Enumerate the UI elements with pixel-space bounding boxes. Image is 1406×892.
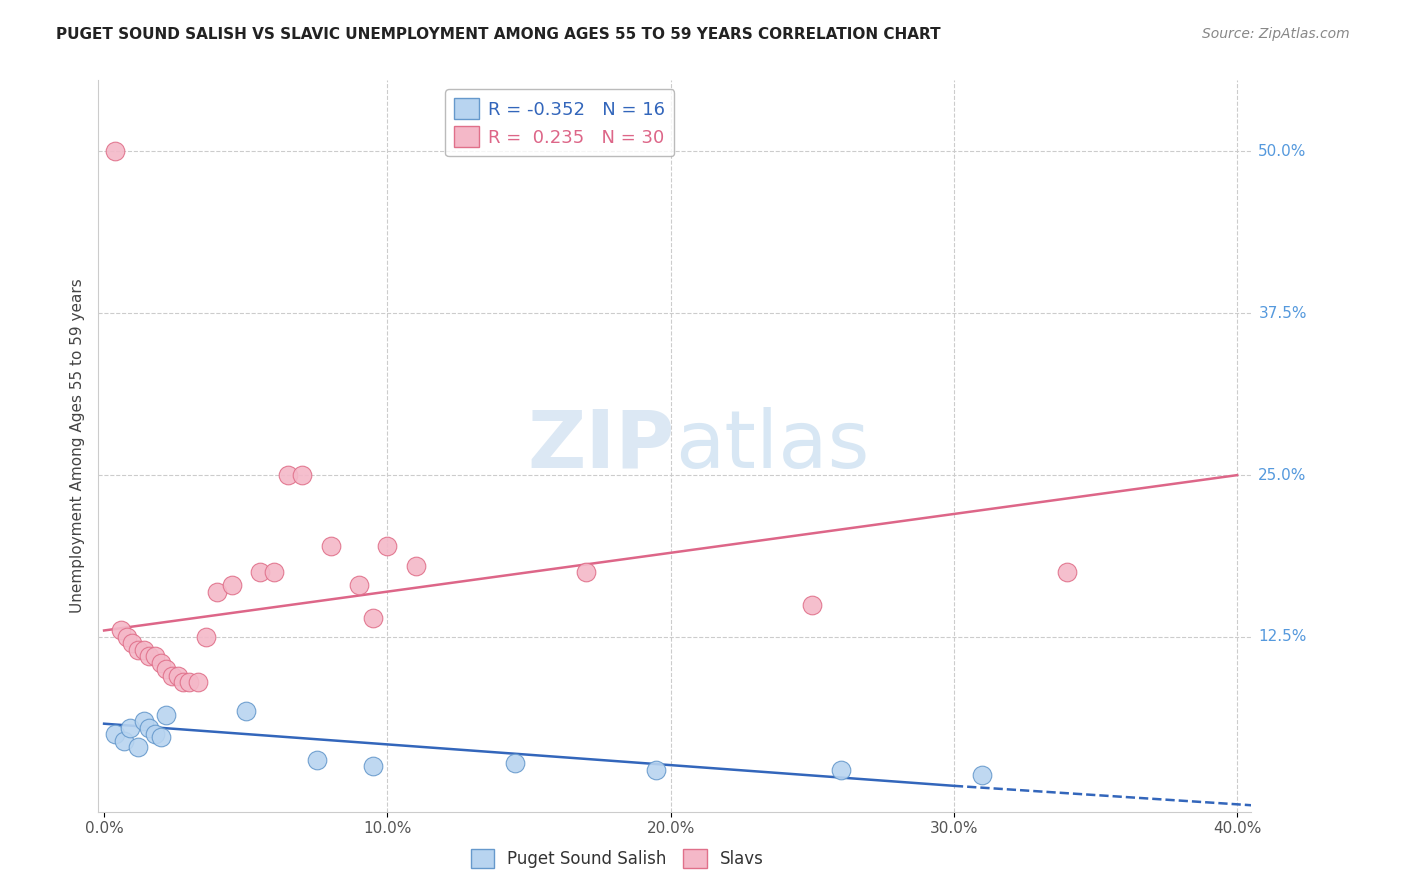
Point [1056, 566, 1078, 580]
Point [138, 649, 160, 664]
Point [172, 675, 194, 690]
Text: atlas: atlas [675, 407, 869, 485]
Point [263, 566, 285, 580]
Point [155, 707, 177, 722]
Point [160, 669, 183, 683]
Point [195, 630, 218, 644]
Point [291, 468, 314, 483]
Point [801, 598, 824, 612]
Point [143, 649, 166, 664]
Point [361, 759, 384, 773]
Point [132, 643, 155, 657]
Point [377, 539, 399, 553]
Point [187, 675, 209, 690]
Point [132, 714, 155, 728]
Point [207, 584, 229, 599]
Point [177, 675, 200, 690]
Point [138, 721, 160, 735]
Point [305, 753, 328, 767]
Point [405, 558, 427, 573]
Y-axis label: Unemployment Among Ages 55 to 59 years: Unemployment Among Ages 55 to 59 years [70, 278, 86, 614]
Text: ZIP: ZIP [527, 407, 675, 485]
Text: Source: ZipAtlas.com: Source: ZipAtlas.com [1202, 27, 1350, 41]
Point [166, 669, 188, 683]
Point [319, 539, 342, 553]
Point [235, 704, 257, 718]
Text: PUGET SOUND SALISH VS SLAVIC UNEMPLOYMENT AMONG AGES 55 TO 59 YEARS CORRELATION : PUGET SOUND SALISH VS SLAVIC UNEMPLOYMEN… [56, 27, 941, 42]
Point [104, 727, 127, 741]
Point [149, 656, 172, 670]
Text: 50.0%: 50.0% [1258, 144, 1306, 159]
Point [143, 727, 166, 741]
Point [277, 468, 299, 483]
Point [347, 578, 370, 592]
Point [249, 566, 271, 580]
Legend: Puget Sound Salish, Slavs: Puget Sound Salish, Slavs [463, 840, 772, 877]
Point [575, 566, 598, 580]
Point [127, 739, 149, 754]
Point [121, 636, 143, 650]
Point [115, 630, 138, 644]
Point [972, 768, 994, 782]
Point [361, 610, 384, 624]
Point [155, 662, 177, 676]
Point [830, 764, 852, 778]
Text: 12.5%: 12.5% [1258, 630, 1306, 644]
Text: 37.5%: 37.5% [1258, 306, 1306, 321]
Point [503, 756, 526, 770]
Point [110, 624, 132, 638]
Point [118, 721, 141, 735]
Point [645, 764, 668, 778]
Point [149, 730, 172, 744]
Point [127, 643, 149, 657]
Point [221, 578, 243, 592]
Point [104, 145, 127, 159]
Point [112, 733, 135, 747]
Text: 25.0%: 25.0% [1258, 467, 1306, 483]
